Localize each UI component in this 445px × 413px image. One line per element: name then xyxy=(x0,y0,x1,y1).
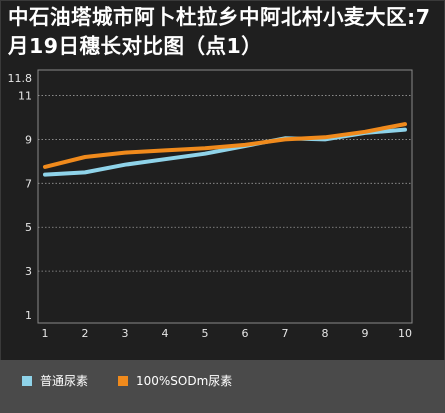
y-tick-label: 11.8 xyxy=(8,72,33,85)
series-lines xyxy=(43,122,407,177)
x-tick-label: 1 xyxy=(42,327,49,340)
x-tick-label: 2 xyxy=(82,327,89,340)
legend-label-series-2: 100%SODm尿素 xyxy=(136,374,233,388)
y-tick-label: 9 xyxy=(25,133,32,146)
series-line-2 xyxy=(43,122,407,169)
y-tick-label: 11 xyxy=(18,90,32,103)
legend-item-series-1[interactable]: 普通尿素 xyxy=(22,372,88,389)
y-tick-label: 7 xyxy=(25,177,32,190)
y-axis-ticks: 1 3 5 7 9 11 11.8 xyxy=(8,72,33,322)
plot-area xyxy=(37,69,413,324)
x-tick-label: 5 xyxy=(202,327,209,340)
y-tick-label: 1 xyxy=(25,309,32,322)
x-tick-label: 8 xyxy=(322,327,329,340)
x-tick-label: 9 xyxy=(362,327,369,340)
legend-label-series-1: 普通尿素 xyxy=(40,374,89,388)
series-line-1 xyxy=(43,127,407,177)
x-tick-label: 3 xyxy=(122,327,129,340)
x-axis-ticks: 1 2 3 4 5 6 7 8 9 10 xyxy=(42,327,413,340)
x-tick-label: 7 xyxy=(282,327,289,340)
legend-swatch-series-2 xyxy=(118,375,128,386)
chart-title: 中石油塔城市阿卜杜拉乡中阿北村小麦大区:7月19日穗长对比图（点1） xyxy=(8,5,431,58)
y-tick-label: 3 xyxy=(25,265,32,278)
x-tick-label: 6 xyxy=(242,327,249,340)
y-tick-label: 5 xyxy=(25,221,32,234)
legend: 普通尿素 100%SODm尿素 xyxy=(0,360,445,413)
gridlines xyxy=(38,95,412,272)
legend-item-series-2[interactable]: 100%SODm尿素 xyxy=(118,372,232,389)
x-tick-label: 10 xyxy=(398,327,412,340)
x-tick-label: 4 xyxy=(162,327,169,340)
legend-swatch-series-1 xyxy=(22,375,32,386)
